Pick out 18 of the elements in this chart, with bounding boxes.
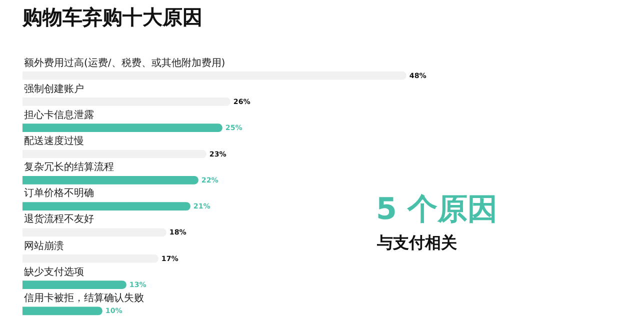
- bar: [22, 124, 222, 132]
- bar: [22, 202, 190, 210]
- y-tick-label: 担心卡信息泄露: [24, 109, 94, 121]
- y-tick-label: 网站崩溃: [24, 240, 64, 252]
- annotation: 5 个原因: [376, 192, 498, 227]
- bar: [22, 306, 102, 316]
- chart-title: 购物车弃购十大原因: [21, 5, 202, 30]
- y-tick-label: 订单价格不明确: [24, 187, 94, 199]
- annotation: 与支付相关: [376, 233, 457, 252]
- y-tick-label: 额外费用过高(运费/、税费、或其他附加费用): [24, 57, 226, 69]
- y-tick-label: 退货流程不友好: [24, 213, 94, 225]
- y-tick-label: 配送速度过慢: [24, 135, 84, 147]
- y-tick-label: 信用卡被拒，结算确认失败: [24, 292, 144, 304]
- bar: [22, 176, 198, 184]
- y-tick-label: 强制创建账户: [24, 83, 84, 95]
- y-tick-label: 复杂冗长的结算流程: [24, 161, 114, 173]
- bar: [22, 280, 126, 289]
- y-tick-label: 缺少支付选项: [24, 266, 84, 278]
